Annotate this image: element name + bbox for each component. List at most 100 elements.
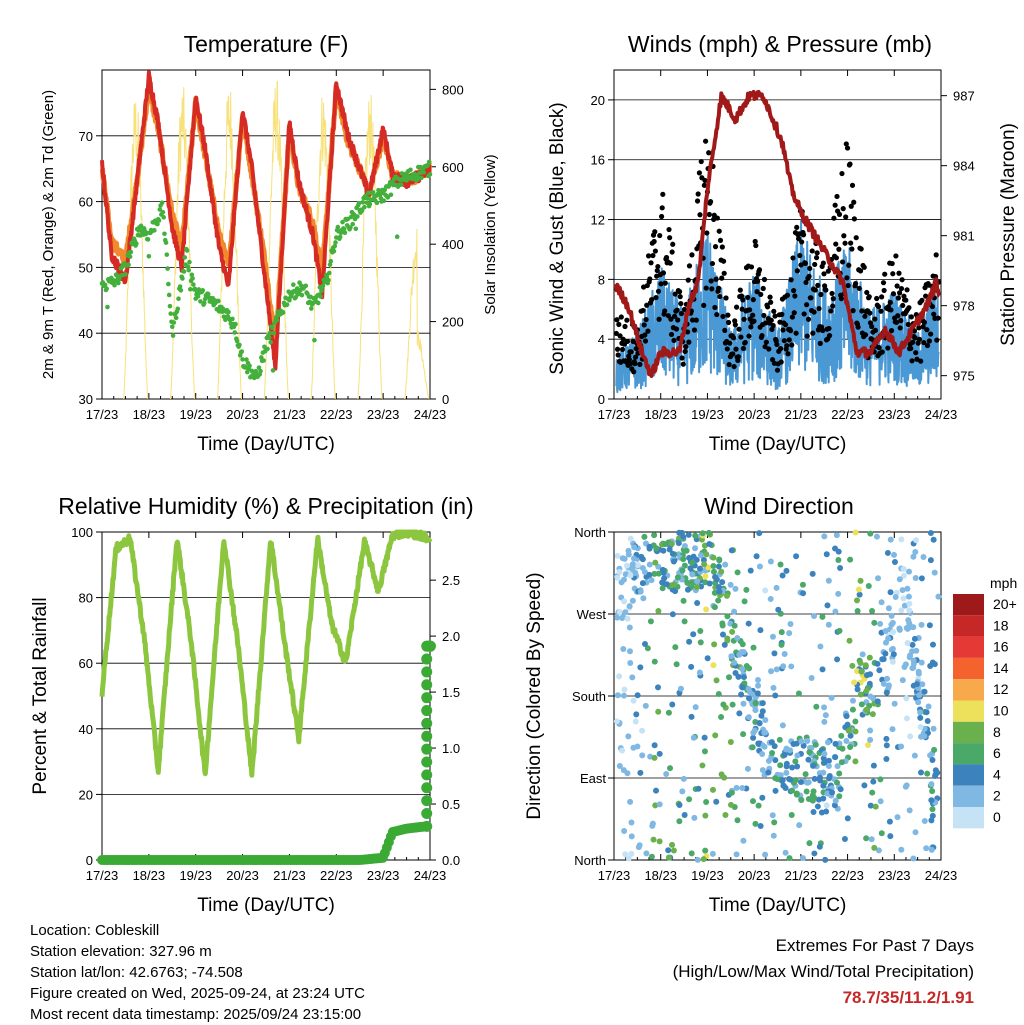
- direction-point: [874, 698, 881, 705]
- dewpoint-point: [167, 303, 173, 309]
- direction-point: [885, 605, 892, 612]
- gust-point: [780, 327, 786, 333]
- gust-point: [678, 300, 684, 307]
- direction-point: [758, 712, 765, 719]
- solar-insolation-line: [123, 102, 149, 400]
- precipitation-point: [421, 756, 433, 768]
- gust-point: [811, 309, 817, 315]
- direction-point: [800, 590, 807, 597]
- direction-point: [690, 734, 697, 741]
- gust-point: [786, 337, 792, 343]
- direction-point: [686, 554, 693, 561]
- gust-point: [857, 268, 864, 274]
- direction-point: [874, 660, 881, 667]
- gust-point: [761, 312, 767, 319]
- direction-point: [861, 782, 868, 789]
- direction-point: [811, 612, 818, 619]
- direction-point: [697, 639, 704, 646]
- gust-point: [880, 280, 887, 286]
- gust-point: [808, 295, 814, 301]
- direction-point: [706, 580, 713, 587]
- gust-point: [679, 355, 685, 361]
- direction-point: [686, 796, 693, 803]
- direction-point: [779, 572, 786, 579]
- y-tick-label: 20: [79, 787, 93, 802]
- direction-point: [789, 764, 796, 771]
- direction-point: [783, 745, 790, 752]
- gust-point: [921, 339, 927, 346]
- direction-point: [625, 855, 632, 862]
- legend-label: 14: [993, 660, 1009, 676]
- direction-point: [669, 841, 676, 848]
- direction-point: [627, 572, 634, 579]
- gust-point: [762, 344, 768, 350]
- direction-point: [918, 659, 925, 666]
- direction-point: [857, 660, 864, 667]
- direction-point: [900, 565, 907, 572]
- gust-point: [759, 333, 765, 339]
- direction-point: [686, 638, 693, 645]
- gust-point: [847, 161, 853, 167]
- x-tick-label: 18/23: [133, 868, 166, 883]
- gust-point: [815, 282, 821, 288]
- dewpoint-point: [126, 262, 131, 267]
- direction-point: [852, 529, 859, 536]
- direction-point: [648, 577, 655, 584]
- direction-point: [718, 713, 725, 720]
- gust-point: [849, 246, 855, 252]
- gust-point: [650, 252, 656, 259]
- direction-point: [759, 767, 766, 774]
- y2-tick-label: 0: [442, 392, 449, 407]
- direction-point: [906, 807, 913, 814]
- direction-point: [762, 717, 769, 724]
- dewpoint-point: [367, 201, 373, 207]
- humidity-ylabel-left: Percent & Total Rainfall: [30, 597, 51, 794]
- direction-point: [927, 530, 934, 537]
- direction-point: [728, 789, 735, 796]
- y2-tick-label: 800: [442, 82, 464, 97]
- gust-point: [701, 302, 707, 308]
- direction-point: [896, 626, 903, 633]
- direction-point: [720, 701, 727, 708]
- gust-point: [782, 322, 789, 328]
- direction-point: [625, 733, 632, 740]
- direction-point: [724, 637, 731, 644]
- direction-point: [694, 599, 701, 606]
- legend-swatch: [953, 764, 984, 786]
- direction-point: [808, 674, 815, 681]
- y-tick-label: West: [577, 607, 607, 622]
- direction-point: [749, 798, 756, 805]
- direction-point: [736, 710, 743, 717]
- dewpoint-point: [171, 320, 177, 325]
- direction-point: [919, 681, 926, 688]
- direction-point: [894, 814, 901, 821]
- gust-point: [935, 315, 941, 321]
- gust-point: [758, 291, 764, 298]
- direction-point: [696, 565, 703, 572]
- direction-point: [905, 593, 912, 600]
- gust-point: [641, 322, 647, 328]
- direction-point: [622, 609, 629, 616]
- direction-point: [762, 587, 769, 594]
- direction-point: [793, 553, 800, 560]
- direction-point: [639, 556, 646, 563]
- direction-point: [904, 640, 911, 647]
- gust-point: [732, 318, 738, 324]
- direction-point: [646, 543, 653, 550]
- dewpoint-point: [326, 270, 332, 276]
- direction-point: [858, 668, 865, 675]
- gust-point: [753, 242, 759, 249]
- direction-point: [715, 563, 722, 570]
- direction-point: [721, 641, 728, 648]
- direction-point: [850, 697, 857, 704]
- gust-point: [879, 294, 885, 300]
- direction-point: [771, 819, 778, 826]
- direction-point: [695, 785, 702, 792]
- direction-point: [655, 608, 662, 615]
- direction-point: [929, 806, 936, 813]
- direction-point: [902, 661, 909, 668]
- direction-point: [762, 851, 769, 858]
- dewpoint-point: [274, 317, 280, 323]
- direction-point: [613, 718, 620, 725]
- direction-point: [822, 712, 829, 719]
